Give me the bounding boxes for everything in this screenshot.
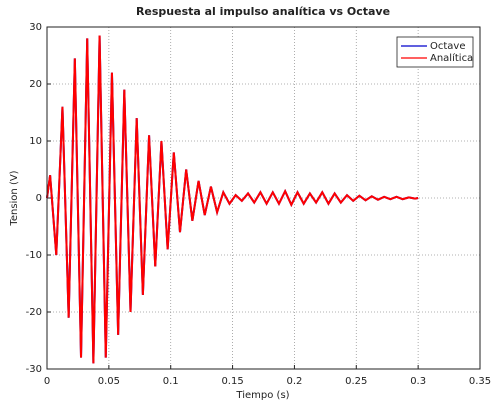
y-tick-label: -20 (26, 307, 42, 318)
x-tick-label: 0.1 (163, 376, 179, 387)
y-tick-label: 30 (29, 22, 42, 33)
y-tick-label: -30 (26, 364, 42, 375)
chart-title: Respuesta al impulso analítica vs Octave (136, 5, 390, 18)
x-tick-label: 0.05 (98, 376, 120, 387)
x-tick-label: 0.25 (345, 376, 367, 387)
y-tick-label: -10 (26, 250, 42, 261)
x-axis-label: Tiempo (s) (235, 390, 289, 401)
legend-label: Analítica (430, 52, 473, 64)
y-axis-label: Tension (V) (9, 170, 20, 226)
x-tick-label: 0.2 (286, 376, 302, 387)
y-tick-label: 20 (29, 79, 42, 90)
y-tick-label: 10 (29, 136, 42, 147)
legend-label: Octave (430, 41, 466, 52)
x-tick-label: 0.15 (221, 376, 243, 387)
x-tick-label: 0 (44, 376, 50, 387)
series-line (46, 35, 419, 364)
y-tick-label: 0 (36, 193, 42, 204)
legend-box (396, 36, 474, 68)
plot-frame (46, 26, 481, 370)
x-tick-label: 0.35 (469, 376, 491, 387)
x-tick-label: 0.3 (410, 376, 426, 387)
